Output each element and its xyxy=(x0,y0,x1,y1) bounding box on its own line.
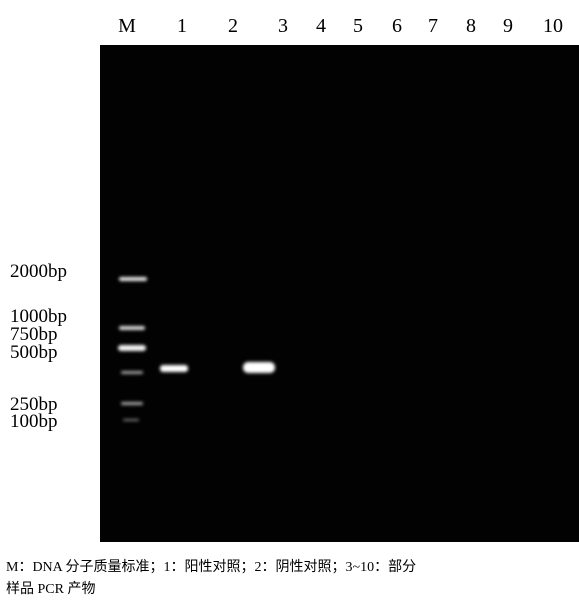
lane-label: 3 xyxy=(278,15,288,37)
ladder-band xyxy=(121,371,143,374)
lane-label: 2 xyxy=(228,15,238,37)
gel-figure: M 1 2 3 4 5 6 7 8 9 10 2000bp1000bp750bp500bp250bp… xyxy=(0,0,579,545)
lane-label: 7 xyxy=(428,15,438,37)
lane-label: 9 xyxy=(503,15,513,37)
lane-label: 1 xyxy=(177,15,187,37)
ladder-band xyxy=(123,419,139,421)
ladder-band xyxy=(118,345,146,351)
lane-label: 6 xyxy=(392,15,402,37)
size-label: 100bp xyxy=(10,411,58,432)
lane-label: M xyxy=(118,15,136,37)
sample-band xyxy=(243,362,275,373)
lane-label: 10 xyxy=(543,15,563,37)
ladder-band xyxy=(121,402,143,405)
lane-label: 5 xyxy=(353,15,363,37)
lane-label: 4 xyxy=(316,15,326,37)
ladder-band xyxy=(119,326,145,330)
size-label: 500bp xyxy=(10,342,58,363)
ladder-band xyxy=(119,277,147,281)
size-label: 2000bp xyxy=(10,261,67,282)
sample-band xyxy=(160,365,188,372)
gel xyxy=(100,45,579,542)
lane-labels: M 1 2 3 4 5 6 7 8 9 10 xyxy=(118,15,563,37)
caption-line: M：DNA 分子质量标准；1：阳性对照；2：阴性对照；3~10：部分 xyxy=(6,556,416,576)
caption-line: 样品 PCR 产物 xyxy=(6,578,95,598)
figure: M 1 2 3 4 5 6 7 8 9 10 2000bp1000bp750bp500bp250bp… xyxy=(0,0,579,603)
lane-label: 8 xyxy=(466,15,476,37)
